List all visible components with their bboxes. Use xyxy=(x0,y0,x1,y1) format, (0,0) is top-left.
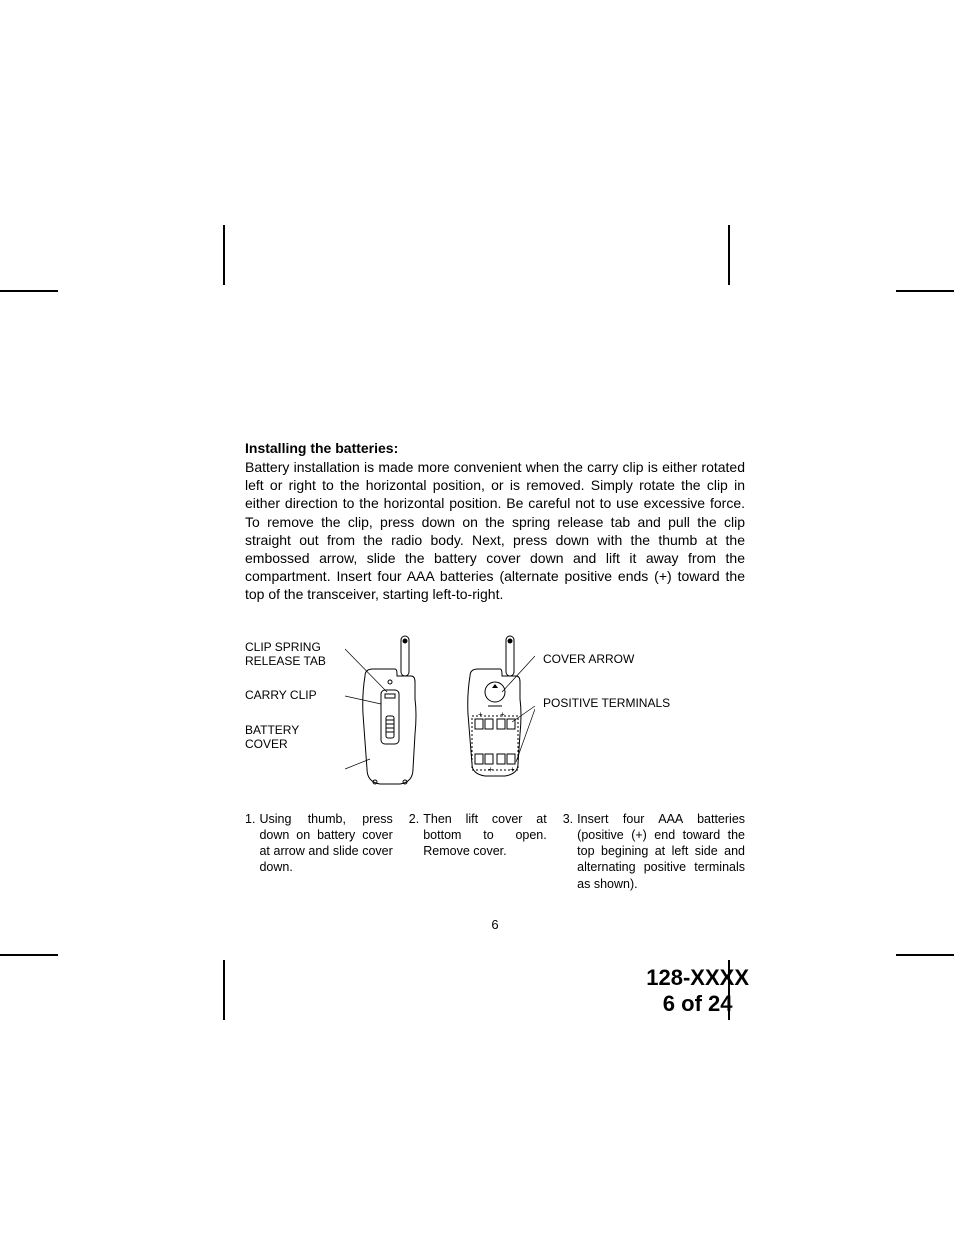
step-2-text: Then lift cover at bottom to open. Remov… xyxy=(423,811,547,892)
step-1-num: 1. xyxy=(245,811,255,892)
diagram-left-labels: CLIP SPRING RELEASE TAB CARRY CLIP BATTE… xyxy=(245,640,345,772)
steps-row: 1. Using thumb, press down on battery co… xyxy=(245,811,745,892)
svg-text:+: + xyxy=(510,765,515,774)
svg-text:+: + xyxy=(500,710,505,719)
step-2-num: 2. xyxy=(409,811,419,892)
label-battery-cover: BATTERY COVER xyxy=(245,723,345,752)
crop-mark xyxy=(0,954,58,956)
page-content: Installing the batteries: Battery instal… xyxy=(245,440,745,892)
step-1: 1. Using thumb, press down on battery co… xyxy=(245,811,393,892)
radio-battery-diagram: + + + + xyxy=(450,634,535,779)
step-2: 2. Then lift cover at bottom to open. Re… xyxy=(409,811,547,892)
doc-code-line1: 128-XXXX xyxy=(646,965,749,991)
diagram-right: + + + + xyxy=(450,634,670,789)
crop-mark xyxy=(223,225,225,285)
svg-text:+: + xyxy=(478,710,483,719)
step-1-text: Using thumb, press down on battery cover… xyxy=(259,811,392,892)
doc-code-line2: 6 of 24 xyxy=(646,991,749,1017)
crop-mark xyxy=(0,290,58,292)
step-3-text: Insert four AAA batteries (positive (+) … xyxy=(577,811,745,892)
label-clip-spring: CLIP SPRING RELEASE TAB xyxy=(245,640,345,669)
crop-mark xyxy=(896,954,954,956)
page-number: 6 xyxy=(245,917,745,932)
step-3: 3. Insert four AAA batteries (positive (… xyxy=(563,811,745,892)
diagram-left: CLIP SPRING RELEASE TAB CARRY CLIP BATTE… xyxy=(245,634,430,789)
step-3-num: 3. xyxy=(563,811,573,892)
section-heading: Installing the batteries: xyxy=(245,440,745,456)
diagram-row: CLIP SPRING RELEASE TAB CARRY CLIP BATTE… xyxy=(245,634,745,789)
crop-mark xyxy=(223,960,225,1020)
crop-mark xyxy=(728,225,730,285)
intro-paragraph: Battery installation is made more conven… xyxy=(245,458,745,604)
document-code: 128-XXXX 6 of 24 xyxy=(646,965,749,1018)
label-cover-arrow: COVER ARROW xyxy=(543,652,670,666)
label-carry-clip: CARRY CLIP xyxy=(245,688,345,702)
svg-text:+: + xyxy=(488,765,493,774)
radio-back-diagram xyxy=(345,634,430,789)
diagram-right-labels: COVER ARROW POSITIVE TERMINALS xyxy=(543,652,670,741)
crop-mark xyxy=(896,290,954,292)
label-positive-terminals: POSITIVE TERMINALS xyxy=(543,696,670,710)
